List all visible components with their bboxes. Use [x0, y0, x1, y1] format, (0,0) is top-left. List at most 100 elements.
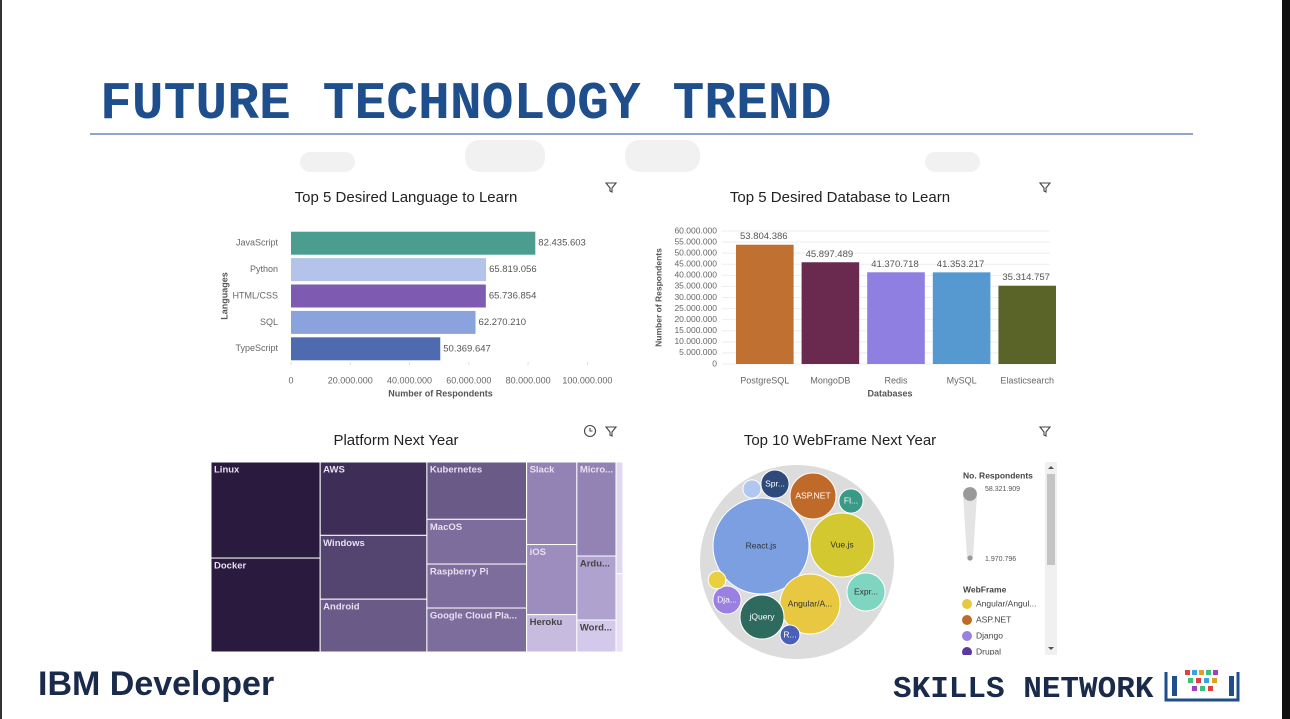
bubble-label: React.js	[746, 540, 777, 550]
tile-label: Word...	[580, 623, 612, 634]
chart-title: Top 10 WebFrame Next Year	[744, 432, 936, 449]
bubble-label: Angular/A...	[788, 598, 832, 608]
size-legend-max-label: 58.321.909	[985, 486, 1020, 493]
treemap-tile	[210, 461, 321, 559]
bar	[291, 310, 476, 334]
y-tick-label: 15.000.000	[674, 325, 717, 335]
tile-label: Ardu...	[580, 559, 610, 570]
bubble	[742, 479, 762, 499]
footer-network: SKILLS NETWORK	[893, 672, 1154, 707]
x-axis-title: Databases	[867, 388, 912, 398]
color-legend-title: WebFrame	[963, 584, 1007, 594]
x-axis-title: Number of Respondents	[388, 388, 493, 398]
tile-label: Micro...	[580, 465, 613, 476]
y-tick-label: HTML/CSS	[232, 290, 278, 300]
tile-label: Android	[323, 602, 360, 613]
bubble	[760, 469, 790, 499]
y-tick-label: Python	[250, 264, 278, 274]
legend-scrollbar[interactable]	[1045, 462, 1057, 655]
bubble	[712, 585, 742, 615]
y-tick-label: 60.000.000	[674, 225, 717, 235]
y-tick-label: 35.000.000	[674, 281, 717, 291]
legend-label: ASP.NET	[976, 614, 1011, 624]
value-label: 35.314.757	[1002, 272, 1050, 283]
legend-swatch	[962, 631, 972, 641]
network-logo	[1164, 670, 1240, 702]
legend-label: Django	[976, 630, 1003, 640]
value-label: 53.804.386	[740, 231, 788, 242]
tile-label: AWS	[323, 465, 345, 476]
x-tick-label: Redis	[884, 375, 908, 385]
size-legend-title: No. Respondents	[963, 470, 1033, 480]
bar	[291, 231, 536, 255]
treemap-tile	[426, 563, 528, 609]
bubble-label: Fl...	[844, 495, 858, 505]
size-legend-min	[967, 555, 973, 561]
treemap-tile	[426, 518, 528, 565]
y-tick-label: 40.000.000	[674, 270, 717, 280]
value-label: 65.736.854	[489, 291, 537, 302]
y-tick-label: 10.000.000	[674, 336, 717, 346]
treemap-tile	[319, 461, 428, 536]
tile-label: Slack	[530, 465, 556, 476]
toolbar-icons[interactable]	[583, 182, 1052, 438]
y-tick-label: 30.000.000	[674, 292, 717, 302]
x-tick-label: MySQL	[947, 375, 977, 385]
bar	[291, 337, 441, 361]
legend-label: Angular/Angul...	[976, 598, 1036, 608]
value-label: 45.897.489	[806, 249, 854, 260]
bar	[291, 284, 486, 308]
treemap-tile	[576, 461, 617, 557]
value-label: 65.819.056	[489, 264, 537, 275]
value-label: 41.370.718	[871, 259, 919, 270]
treemap-tile	[526, 614, 578, 653]
bubble	[739, 594, 785, 640]
treemap-tile	[615, 461, 624, 575]
y-tick-label: SQL	[260, 317, 278, 327]
tile-label: Linux	[214, 465, 240, 476]
tile-label: iOS	[530, 547, 546, 558]
bubble-label: Dja...	[717, 594, 737, 604]
bar	[998, 285, 1056, 364]
treemap-tile	[526, 461, 578, 546]
bubble-label: Vue.js	[830, 539, 853, 549]
bar	[932, 272, 991, 364]
treemap-tile	[319, 598, 428, 653]
y-axis-title: Number of Respondents	[653, 248, 663, 347]
y-tick-label: 45.000.000	[674, 259, 717, 269]
treemap-tile	[210, 557, 321, 653]
y-tick-label: 0	[712, 358, 717, 368]
y-axis-title: Languages	[219, 272, 229, 320]
x-tick-label: 20.000.000	[328, 375, 373, 385]
chart-title: Platform Next Year	[333, 432, 458, 449]
chart-title: Top 5 Desired Language to Learn	[295, 189, 518, 206]
size-legend-shape	[963, 487, 977, 561]
x-tick-label: MongoDB	[810, 375, 850, 385]
bubble	[809, 512, 875, 578]
bar	[867, 272, 925, 364]
background-shapes	[300, 140, 980, 172]
tile-label: MacOS	[430, 522, 462, 533]
tile-label: Docker	[214, 561, 247, 572]
bar	[801, 262, 860, 364]
chart-title: Top 5 Desired Database to Learn	[730, 189, 950, 206]
footer-brand: IBM Developer	[38, 665, 274, 703]
legend-swatch	[962, 615, 972, 625]
bubble	[846, 572, 886, 612]
y-tick-label: TypeScript	[235, 343, 278, 353]
left-border	[0, 0, 2, 719]
size-legend-min-label: 1.970.796	[985, 556, 1016, 563]
value-label: 82.435.603	[538, 238, 586, 249]
bar	[291, 258, 487, 282]
bubble-label: Spr...	[765, 478, 785, 488]
tile-label: Heroku	[530, 617, 563, 628]
treemap-tile	[526, 544, 578, 616]
value-label: 50.369.647	[443, 343, 491, 354]
legend-swatch	[962, 647, 972, 655]
x-tick-label: 100.000.000	[562, 375, 612, 385]
treemap-tile	[576, 555, 617, 621]
x-tick-label: Elasticsearch	[1000, 375, 1054, 385]
bubble	[707, 570, 727, 590]
